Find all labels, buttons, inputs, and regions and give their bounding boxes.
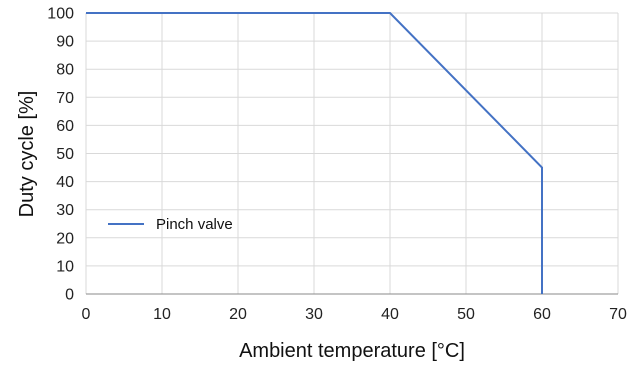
y-tick-label: 80 [56, 62, 74, 79]
x-tick-label: 60 [533, 306, 551, 323]
y-tick-label: 10 [56, 258, 74, 275]
y-tick-label: 70 [56, 90, 74, 107]
x-tick-label: 70 [609, 306, 627, 323]
x-tick-label: 50 [457, 306, 475, 323]
x-tick-label: 20 [229, 306, 247, 323]
tick-labels: 0 10 20 30 40 50 60 70 80 90 100 0 10 20 30 40 50 60 70 [47, 6, 627, 324]
y-tick-label: 100 [47, 6, 74, 23]
x-axis-title: Ambient temperature [°C] [239, 340, 465, 362]
series-line [86, 12, 543, 294]
y-tick-label: 90 [56, 34, 74, 51]
y-tick-label: 50 [56, 146, 74, 163]
legend: Pinch valve [108, 216, 233, 233]
legend-label: Pinch valve [156, 216, 233, 233]
x-tick-label: 30 [305, 306, 323, 323]
grid [85, 12, 619, 294]
y-axis-title: Duty cycle [%] [16, 91, 38, 218]
x-tick-label: 0 [82, 306, 91, 323]
y-tick-label: 0 [65, 287, 74, 304]
x-tick-label: 10 [153, 306, 171, 323]
y-tick-label: 60 [56, 118, 74, 135]
y-tick-label: 30 [56, 202, 74, 219]
y-tick-label: 20 [56, 230, 74, 247]
y-tick-label: 40 [56, 174, 74, 191]
series-group [86, 12, 543, 294]
x-tick-label: 40 [381, 306, 399, 323]
